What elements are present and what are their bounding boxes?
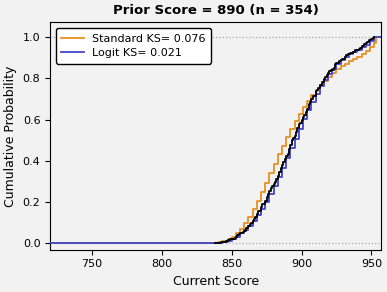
Y-axis label: Cumulative Probability: Cumulative Probability: [4, 65, 17, 207]
X-axis label: Current Score: Current Score: [173, 275, 259, 288]
Legend: Standard KS= 0.076, Logit KS= 0.021: Standard KS= 0.076, Logit KS= 0.021: [56, 28, 211, 64]
Title: Prior Score = 890 (n = 354): Prior Score = 890 (n = 354): [113, 4, 319, 17]
